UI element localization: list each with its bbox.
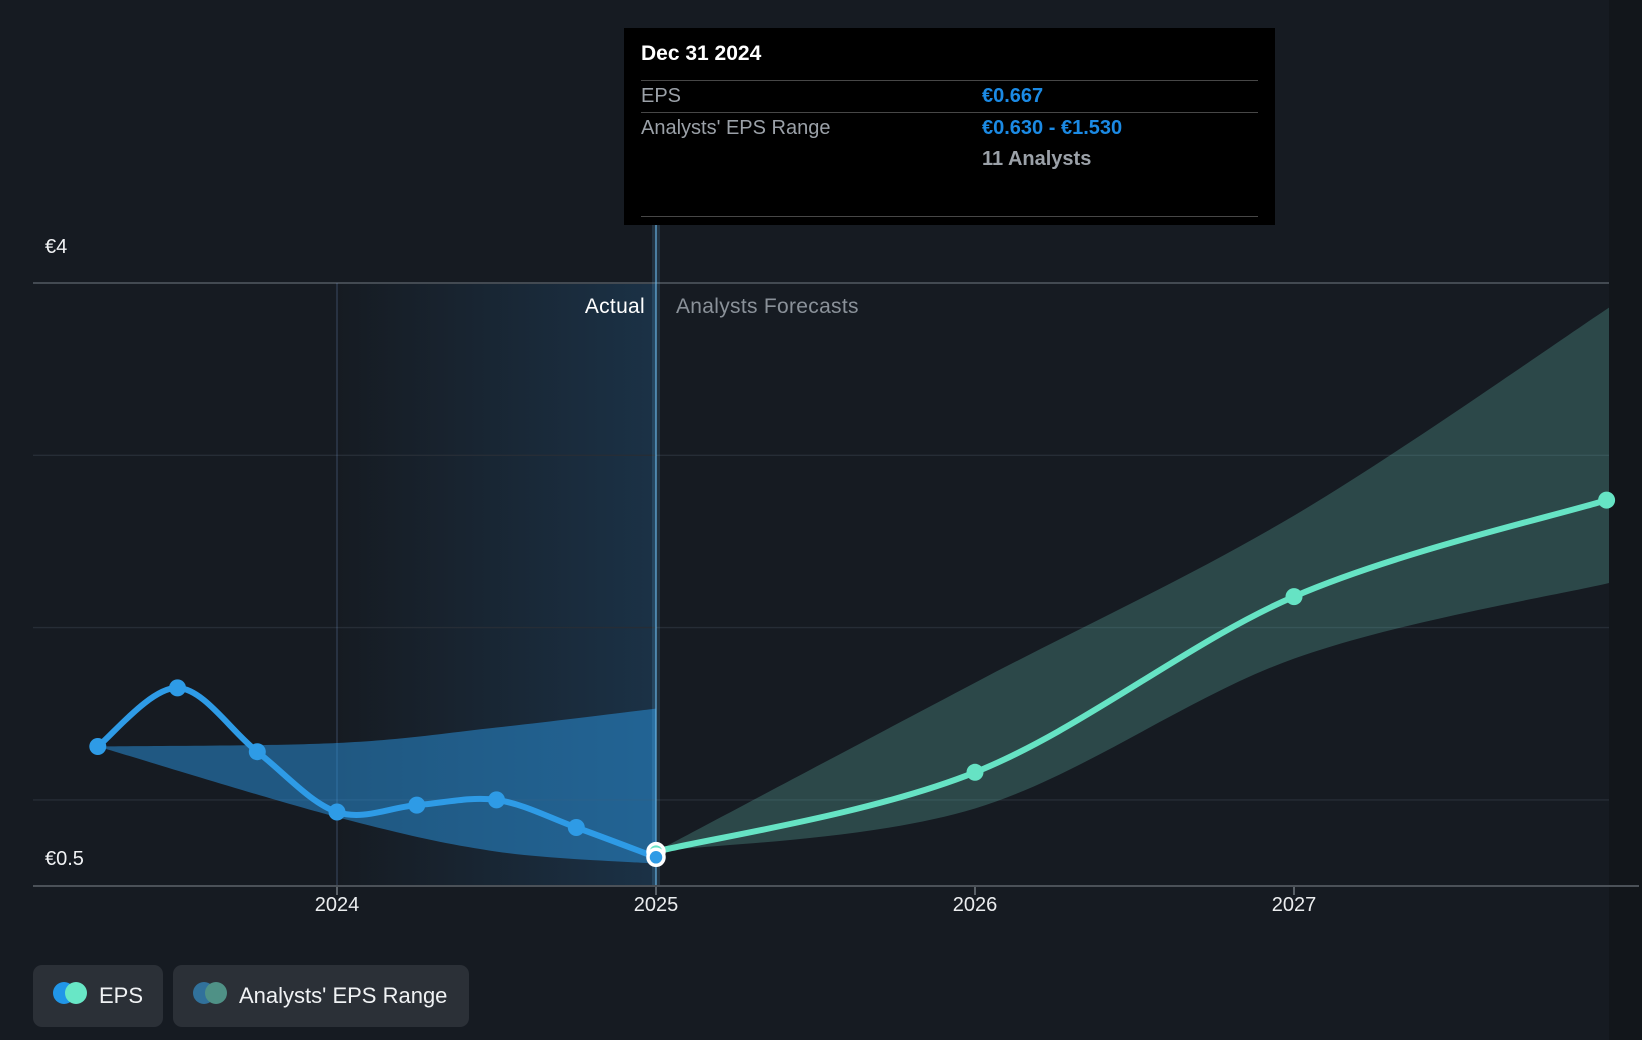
EPS-point[interactable]	[568, 819, 585, 836]
EPS-point[interactable]	[89, 738, 106, 755]
EPS-point[interactable]	[488, 791, 505, 808]
EPS forecast-point[interactable]	[1286, 588, 1303, 605]
analysts-range-forecast-band	[656, 307, 1610, 852]
tooltip-date: Dec 31 2024	[641, 42, 1258, 66]
tooltip-analysts-count: 11 Analysts	[982, 148, 1091, 171]
x-axis-label-2024: 2024	[277, 894, 397, 917]
legend-item-eps[interactable]: EPS	[33, 965, 163, 1027]
EPS-point[interactable]	[329, 804, 346, 821]
chart-tooltip: Dec 31 2024 EPS €0.667 Analysts' EPS Ran…	[624, 28, 1275, 225]
legend-item-analysts-eps-range[interactable]: Analysts' EPS Range	[173, 965, 469, 1027]
tooltip-row-range: Analysts' EPS Range €0.630 - €1.530	[641, 113, 1258, 144]
y-axis-label-bottom: €0.5	[45, 848, 84, 871]
tooltip-row-eps: EPS €0.667	[641, 81, 1258, 112]
EPS-point[interactable]	[249, 743, 266, 760]
eps-forecast-dot-icon	[65, 982, 87, 1004]
EPS forecast-point[interactable]	[967, 764, 984, 781]
tooltip-divider	[641, 216, 1258, 217]
x-axis-label-2025: 2025	[596, 894, 716, 917]
legend: EPS Analysts' EPS Range	[33, 965, 469, 1027]
tooltip-eps-label: EPS	[641, 85, 982, 108]
EPS-point[interactable]	[169, 679, 186, 696]
EPS forecast-point[interactable]	[1598, 492, 1615, 509]
range-forecast-dot-icon	[205, 982, 227, 1004]
y-axis-label-top: €4	[45, 236, 67, 259]
phase-label-actual: Actual	[585, 295, 645, 319]
x-axis-label-2027: 2027	[1234, 894, 1354, 917]
eps-growth-chart: €4 €0.5 Actual Analysts Forecasts 2024 2…	[0, 0, 1642, 1040]
tooltip-row-analysts: 11 Analysts	[641, 144, 1258, 175]
x-axis-label-2026: 2026	[915, 894, 1035, 917]
phase-label-forecasts: Analysts Forecasts	[676, 295, 859, 319]
tooltip-range-label: Analysts' EPS Range	[641, 117, 982, 140]
EPS-highlight-point[interactable]	[648, 849, 664, 865]
EPS-point[interactable]	[408, 797, 425, 814]
tooltip-eps-value: €0.667	[982, 85, 1043, 108]
legend-label: EPS	[99, 965, 143, 1027]
tooltip-range-value: €0.630 - €1.530	[982, 117, 1122, 140]
legend-label: Analysts' EPS Range	[239, 965, 447, 1027]
